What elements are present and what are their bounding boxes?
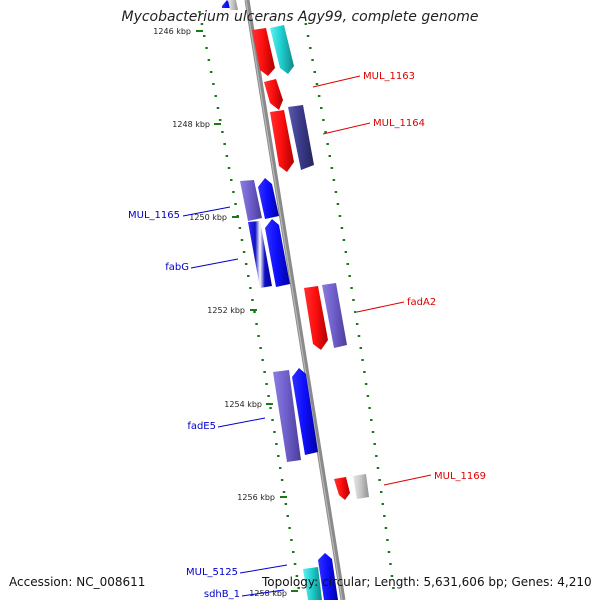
- gene-label-fada2[interactable]: fadA2: [356, 297, 436, 313]
- scale-tick-label: 1258 kbp: [249, 589, 287, 598]
- scale-tick: 1258 kbp: [249, 589, 298, 598]
- tick-track-inner: [198, 11, 300, 589]
- scale-tick: 1248 kbp: [172, 120, 221, 129]
- scale-tick-label: 1256 kbp: [237, 493, 275, 502]
- gene-arrow[interactable]: [265, 219, 290, 287]
- scale-tick-label: 1246 kbp: [153, 27, 191, 36]
- gene-arrow[interactable]: [264, 79, 283, 110]
- gene-label-text: fadE5: [187, 421, 216, 432]
- gene-arrow[interactable]: [322, 283, 347, 348]
- gene-label-mul-1164[interactable]: MUL_1164: [322, 118, 425, 135]
- gene-label-text: fabG: [165, 262, 189, 273]
- gene-label-mul-1169[interactable]: MUL_1169: [383, 471, 486, 486]
- gene-label-text: MUL_1163: [363, 71, 415, 82]
- scale-tick: 1252 kbp: [207, 306, 257, 315]
- scale-tick: 1254 kbp: [224, 400, 273, 409]
- tick-track-outer: [302, 11, 395, 589]
- scale-tick: 1246 kbp: [153, 27, 203, 36]
- gene-arrow[interactable]: [228, 0, 238, 10]
- gene-arrow[interactable]: [334, 477, 350, 500]
- gene-label-fabg[interactable]: fabG: [165, 258, 239, 273]
- scale: 1246 kbp 1248 kbp 1250 kbp 1252 kbp 1254…: [153, 27, 298, 598]
- scale-tick-label: 1252 kbp: [207, 306, 245, 315]
- gene-label-text: MUL_1165: [128, 210, 180, 221]
- scale-tick-label: 1250 kbp: [189, 213, 227, 222]
- gene-arrow[interactable]: [303, 567, 322, 600]
- gene-label-fade5[interactable]: fadE5: [187, 417, 266, 432]
- scale-tick-label: 1248 kbp: [172, 120, 210, 129]
- gene-label-text: MUL_5125: [186, 567, 238, 578]
- backbone: [244, 0, 346, 600]
- accession-text: Accession: NC_008611: [9, 575, 146, 589]
- gene-arrow[interactable]: [288, 105, 314, 170]
- gene-arrow[interactable]: [273, 370, 301, 462]
- gene-arrow[interactable]: [353, 474, 369, 499]
- gene-arrow[interactable]: [258, 178, 279, 219]
- gene-arrow[interactable]: [292, 368, 318, 455]
- gene-arrow[interactable]: [304, 286, 328, 350]
- gene-arrow[interactable]: [318, 553, 338, 600]
- gene-labels: MUL_1163 MUL_1164 MUL_1165 fabG fadA2 fa…: [128, 71, 486, 600]
- gene-label-sdhb-1[interactable]: sdhB_1: [204, 589, 285, 600]
- gene-arrow[interactable]: [270, 110, 294, 172]
- gene-label-text: fadA2: [407, 297, 436, 308]
- scale-tick-label: 1254 kbp: [224, 400, 262, 409]
- gene-arrow[interactable]: [252, 28, 275, 76]
- map-title: Mycobacterium ulcerans Agy99, complete g…: [121, 9, 479, 25]
- gene-label-mul-1163[interactable]: MUL_1163: [312, 71, 415, 88]
- gene-label-text: MUL_1169: [434, 471, 486, 482]
- gene-label-mul-1165[interactable]: MUL_1165: [128, 206, 231, 221]
- gene-arrow[interactable]: [240, 180, 262, 221]
- scale-tick: 1256 kbp: [237, 493, 287, 502]
- scale-tick: 1250 kbp: [189, 213, 239, 222]
- genes: [222, 0, 369, 600]
- gene-label-text: MUL_1164: [373, 118, 425, 129]
- gene-label-mul-5125[interactable]: MUL_5125: [186, 564, 288, 578]
- gene-arrow[interactable]: [248, 221, 272, 288]
- gene-arrow[interactable]: [270, 25, 294, 74]
- genome-summary-text: Topology: circular; Length: 5,631,606 bp…: [262, 575, 592, 589]
- gene-label-text: sdhB_1: [204, 589, 240, 600]
